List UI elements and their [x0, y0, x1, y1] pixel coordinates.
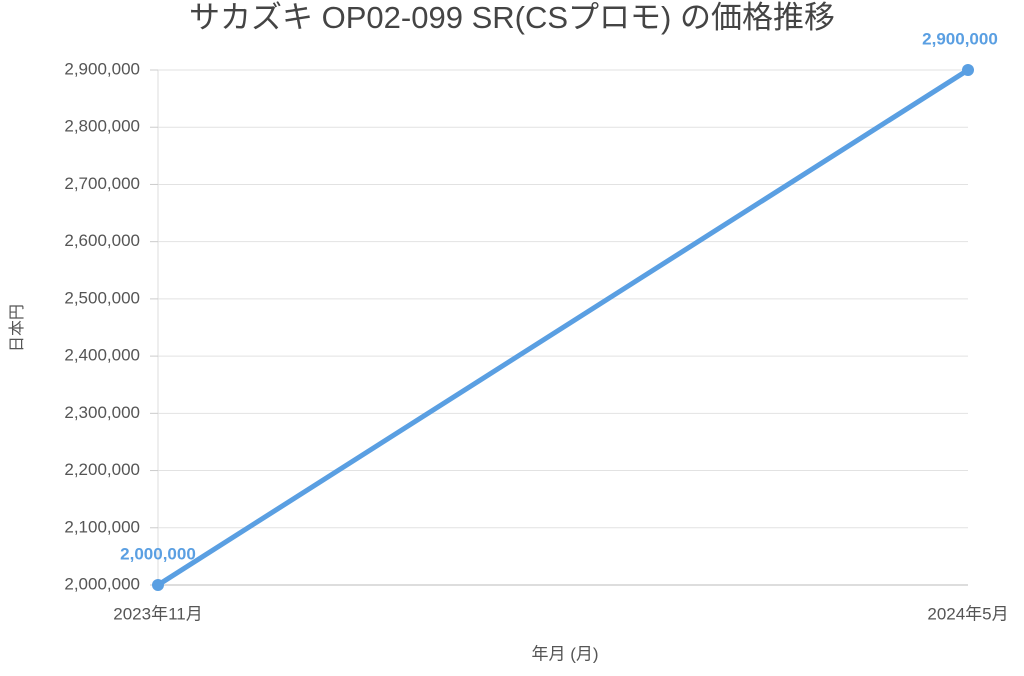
y-tick-label: 2,400,000 [64, 346, 140, 365]
x-tick-label: 2023年11月 [113, 604, 202, 623]
point [962, 64, 974, 76]
x-axis-label: 年月 (月) [531, 644, 598, 663]
y-tick-label: 2,000,000 [64, 574, 140, 593]
y-tick-label: 2,200,000 [64, 460, 140, 479]
y-tick-label: 2,500,000 [64, 288, 140, 307]
y-tick-label: 2,100,000 [64, 517, 140, 536]
y-tick-label: 2,300,000 [64, 403, 140, 422]
y-tick-label: 2,800,000 [64, 117, 140, 136]
data-label: 2,900,000 [922, 29, 998, 48]
chart-title: サカズキ OP02-099 SR(CSプロモ) の価格推移 [189, 0, 835, 35]
point [152, 579, 164, 591]
line [155, 67, 971, 588]
x-tick-label: 2024年5月 [927, 604, 1008, 623]
y-tick-label: 2,600,000 [64, 231, 140, 250]
y-tick-label: 2,900,000 [64, 59, 140, 78]
y-tick-label: 2,700,000 [64, 174, 140, 193]
y-axis-label: 日本円 [8, 304, 26, 352]
data-label: 2,000,000 [120, 544, 196, 563]
